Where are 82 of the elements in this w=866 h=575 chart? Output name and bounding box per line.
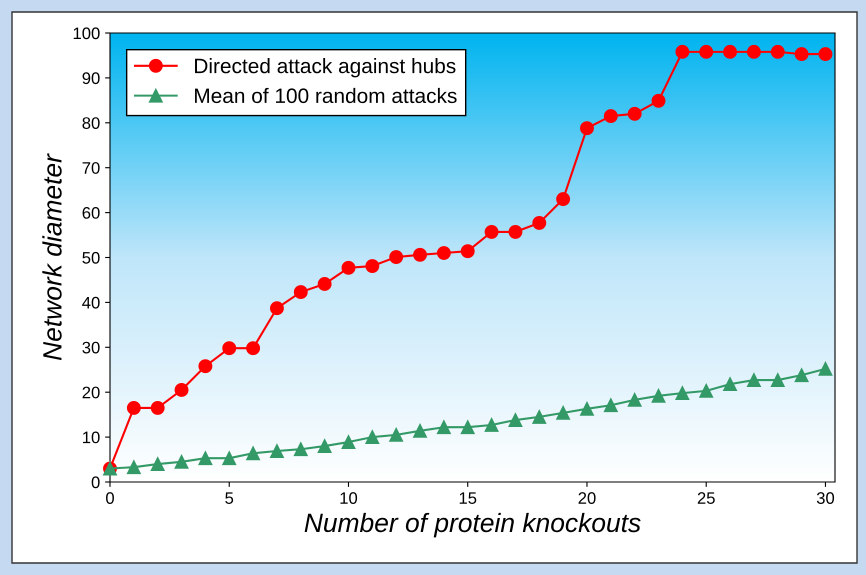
y-tick-label: 10 <box>83 432 100 444</box>
point <box>484 418 499 432</box>
point <box>246 446 260 460</box>
point <box>652 94 666 108</box>
point <box>294 442 308 456</box>
point <box>628 106 642 121</box>
point <box>270 301 284 316</box>
x-tick-label: 0 <box>106 492 114 504</box>
point <box>604 109 618 124</box>
point <box>746 373 761 388</box>
point <box>746 44 761 59</box>
point <box>484 224 499 239</box>
point <box>556 406 570 420</box>
point <box>342 435 356 449</box>
point <box>699 44 714 59</box>
point <box>770 373 785 388</box>
point <box>436 246 451 260</box>
point <box>794 368 809 382</box>
y-tick-label: 40 <box>82 296 100 309</box>
point <box>818 362 832 376</box>
point <box>413 424 427 438</box>
y-tick-label: 0 <box>92 476 100 488</box>
point <box>723 377 738 392</box>
point <box>794 47 809 62</box>
point <box>580 121 594 136</box>
point <box>150 457 165 471</box>
point <box>198 359 212 374</box>
point <box>294 285 308 300</box>
point <box>342 260 356 275</box>
x-tick-label: 5 <box>225 492 234 504</box>
x-tick-label: 25 <box>698 492 715 504</box>
point <box>318 439 332 454</box>
x-tick-label: 20 <box>578 492 596 504</box>
y-tick-label: 50 <box>82 252 100 264</box>
point <box>150 400 165 415</box>
point <box>580 402 594 416</box>
point <box>246 341 260 356</box>
legend-label: Directed attack against hubs <box>195 58 456 78</box>
y-tick-label: 20 <box>82 386 100 398</box>
point <box>174 454 188 469</box>
y-tick-label: 80 <box>82 117 100 130</box>
y-tick-label: 70 <box>82 162 100 174</box>
y-axis-title: Network diameter <box>42 153 62 360</box>
point <box>222 341 236 356</box>
point <box>270 444 284 458</box>
point <box>365 430 380 444</box>
point <box>508 224 522 239</box>
point <box>460 420 475 434</box>
point <box>389 250 404 264</box>
point <box>508 413 522 427</box>
point <box>222 451 236 466</box>
point <box>770 44 785 59</box>
point <box>318 277 332 291</box>
point <box>723 44 738 59</box>
x-tick-label: 15 <box>460 492 476 504</box>
y-tick-label: 100 <box>74 27 100 40</box>
point <box>198 451 212 466</box>
point <box>413 248 427 262</box>
point <box>460 244 475 258</box>
point <box>652 388 666 403</box>
point <box>532 216 546 230</box>
x-axis-title: Number of protein knockouts <box>304 512 641 538</box>
y-tick-label: 30 <box>82 342 100 354</box>
y-tick-label: 90 <box>82 72 100 84</box>
point <box>436 420 451 434</box>
point <box>365 259 380 273</box>
point <box>174 383 188 397</box>
point <box>556 192 570 206</box>
point <box>604 398 618 412</box>
point <box>818 47 832 62</box>
point <box>389 428 404 442</box>
point <box>675 386 690 400</box>
y-tick-label: 60 <box>82 207 100 219</box>
point <box>126 460 141 474</box>
x-tick-label: 30 <box>816 492 834 504</box>
point <box>675 44 690 59</box>
point <box>628 392 642 407</box>
point <box>699 384 714 398</box>
legend-label: Mean of 100 random attacks <box>195 88 457 104</box>
x-tick-label: 10 <box>340 492 358 504</box>
point <box>532 410 546 424</box>
point <box>126 400 141 415</box>
